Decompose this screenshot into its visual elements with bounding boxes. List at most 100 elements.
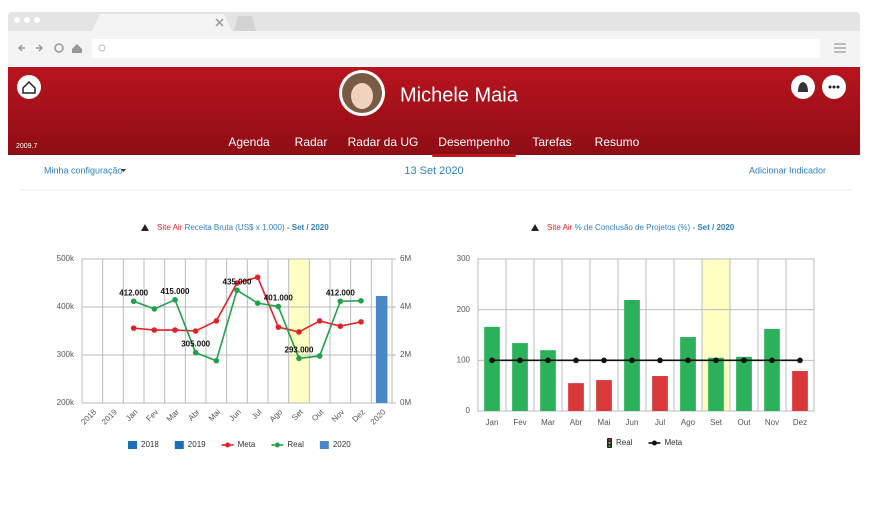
x-tick-label: Jan <box>124 408 139 423</box>
x-tick-label: Jun <box>227 408 242 423</box>
point <box>151 306 158 312</box>
y2-tick-label: 2M <box>400 350 411 359</box>
point <box>797 357 803 364</box>
title-site: Site Air <box>547 223 573 232</box>
data-label: 412.000 <box>119 288 148 297</box>
point <box>489 357 495 364</box>
legend-label: 2020 <box>333 440 351 449</box>
point <box>685 357 691 364</box>
point <box>573 357 579 364</box>
date: 13 Set 2020 <box>404 165 463 177</box>
y-tick-label: 200 <box>457 305 471 314</box>
point <box>234 280 240 286</box>
point <box>172 327 178 333</box>
x-tick-label: Dez <box>793 418 807 427</box>
version: 2009.7 <box>16 143 38 150</box>
nav-item[interactable]: Agenda <box>228 135 270 149</box>
x-tick-label: Set <box>710 418 723 427</box>
nav-arrows[interactable] <box>17 44 44 52</box>
point <box>517 357 523 364</box>
x-tick-label: Mai <box>207 407 223 423</box>
bar <box>375 295 388 403</box>
point <box>296 329 302 335</box>
point <box>213 318 220 324</box>
nav-item[interactable]: Resumo <box>595 135 640 149</box>
bar <box>680 337 696 411</box>
data-label: 401.000 <box>264 294 293 303</box>
legend-label: Meta <box>238 440 256 449</box>
legend-icon <box>174 441 184 449</box>
x-tick-label: Fev <box>144 408 160 424</box>
avatar-face <box>351 83 373 109</box>
x-tick-label: Nov <box>330 408 346 424</box>
point <box>275 324 282 330</box>
x-tick-label: Ago <box>681 418 696 427</box>
x-tick-label: 2018 <box>79 407 98 426</box>
y-tick-label: 100 <box>457 355 471 364</box>
legend-icon-light <box>608 439 611 441</box>
x-tick-label: 2019 <box>100 407 119 426</box>
title-metric: % de Conclusão de Projetos (%) <box>575 223 691 232</box>
nav-item[interactable]: Radar da UG <box>348 135 419 149</box>
point <box>358 319 364 325</box>
legend-icon <box>274 442 280 448</box>
window-dot <box>34 17 40 23</box>
subtitle: - Set / 2020 <box>287 223 329 232</box>
nav-item[interactable]: Tarefas <box>532 135 571 149</box>
config-link[interactable]: Minha configuração <box>44 165 123 175</box>
x-tick-label: Ago <box>268 407 285 424</box>
legend-icon <box>225 442 231 448</box>
x-tick-label: Abr <box>570 418 583 427</box>
data-label: 415.000 <box>161 287 190 296</box>
nav-item[interactable]: Desempenho <box>438 135 510 149</box>
home-button[interactable] <box>17 75 41 99</box>
bar <box>736 356 752 411</box>
x-tick-label: 2020 <box>369 407 388 426</box>
new-tab[interactable] <box>234 16 256 31</box>
point <box>296 355 302 362</box>
address-bar[interactable] <box>92 39 820 58</box>
y2-tick-label: 0M <box>400 398 411 407</box>
reload[interactable] <box>54 43 64 53</box>
point <box>172 297 178 303</box>
bar <box>484 326 500 411</box>
x-tick-label: Jan <box>486 418 499 427</box>
bell-glyph <box>798 82 808 92</box>
dot <box>836 85 840 89</box>
add-indicator[interactable]: Adicionar Indicador <box>749 165 826 175</box>
chart-title: Site Air Receita Bruta (US$ x 1.000) - S… <box>157 223 329 232</box>
user-name: Michele Maia <box>400 84 519 106</box>
tab-close[interactable] <box>215 18 224 27</box>
y-tick-label: 400k <box>57 302 75 311</box>
legend-label: Real <box>616 438 633 447</box>
y2-tick-label: 4M <box>400 302 411 311</box>
browser-tab[interactable] <box>92 14 232 31</box>
dropdown[interactable] <box>121 169 126 172</box>
bar <box>764 328 780 411</box>
y2-tick-label: 6M <box>400 254 411 263</box>
nav-active-underline <box>432 154 516 157</box>
x-tick-label: Out <box>310 407 326 423</box>
point <box>337 298 344 305</box>
y-tick-label: 200k <box>57 398 75 407</box>
bar <box>512 343 528 411</box>
point <box>337 323 344 330</box>
menu-icon[interactable] <box>834 43 846 53</box>
title-marker <box>141 224 149 231</box>
point <box>254 300 261 306</box>
bar <box>568 383 584 411</box>
legend-label: 2018 <box>141 440 159 449</box>
point <box>130 298 137 305</box>
home-glyph <box>22 80 36 94</box>
legend-icon <box>651 440 657 446</box>
point <box>254 274 261 281</box>
nav-item[interactable]: Radar <box>295 135 328 149</box>
x-tick-label: Abr <box>186 407 201 422</box>
y-tick-label: 0 <box>466 406 471 415</box>
legend-icon-light <box>608 442 611 444</box>
home-icon[interactable] <box>72 44 82 53</box>
bar <box>708 357 724 411</box>
data-label: 293.000 <box>285 345 314 354</box>
point <box>657 357 663 364</box>
